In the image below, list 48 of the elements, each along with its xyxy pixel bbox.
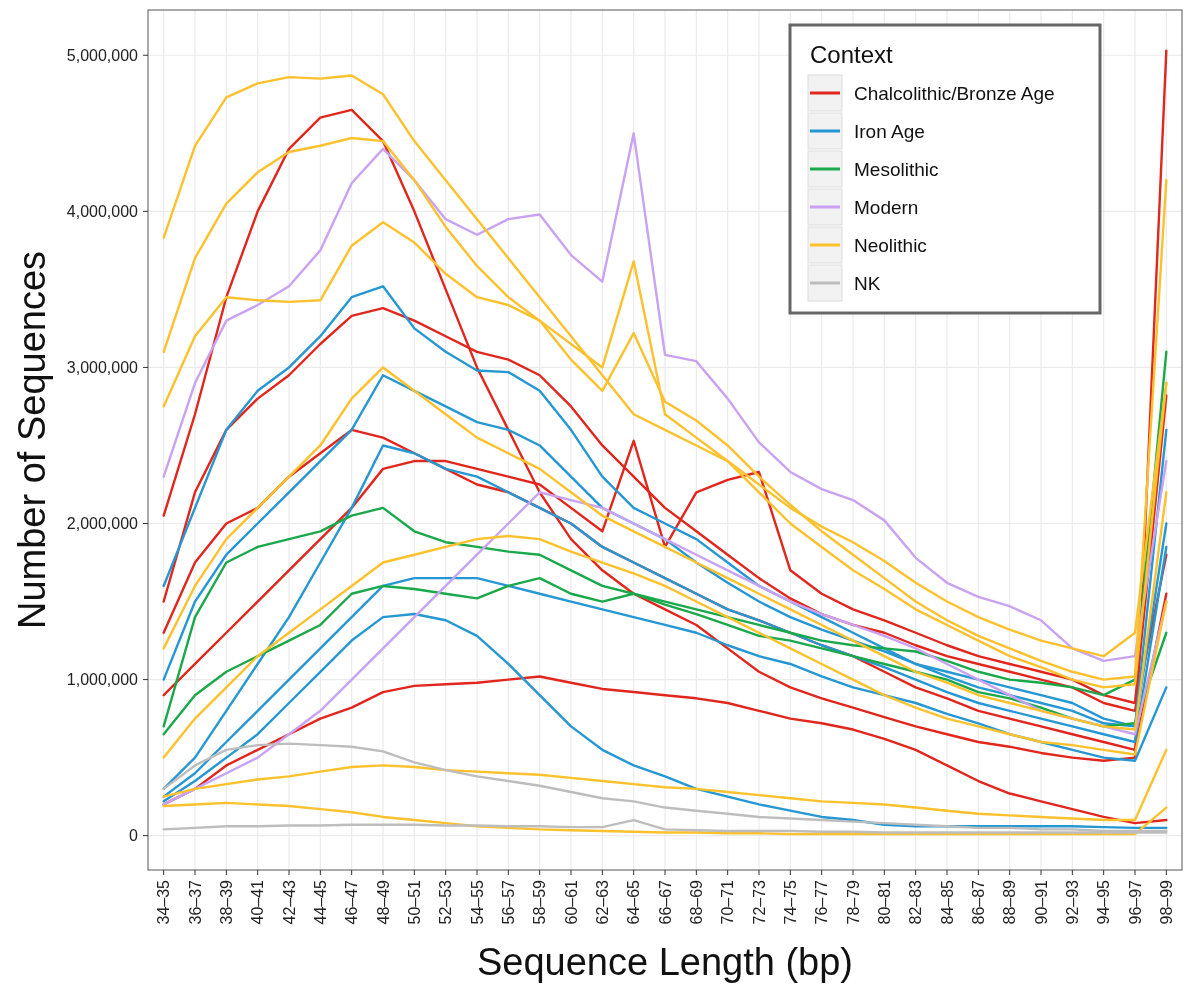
x-tick-label: 46–47 (343, 879, 361, 925)
y-tick-label: 3,000,000 (66, 359, 139, 377)
legend-label: Chalcolithic/Bronze Age (854, 82, 1055, 104)
y-tick-label: 1,000,000 (66, 671, 139, 689)
x-tick-label: 50–51 (405, 879, 423, 925)
x-tick-label: 86–87 (969, 879, 987, 925)
legend-label: Mesolithic (854, 158, 939, 180)
x-tick-label: 44–45 (311, 879, 329, 925)
y-axis-title: Number of Sequences (11, 250, 53, 630)
x-tick-label: 84–85 (938, 879, 956, 925)
x-tick-label: 74–75 (781, 879, 799, 925)
x-tick-label: 80–81 (875, 879, 893, 925)
x-tick-label: 34–35 (155, 879, 173, 925)
x-tick-label: 76–77 (813, 879, 831, 925)
x-tick-label: 68–69 (687, 879, 705, 925)
x-tick-label: 72–73 (750, 879, 768, 925)
x-tick-label: 40–41 (249, 879, 267, 925)
x-tick-label: 38–39 (217, 879, 235, 925)
legend-label: Neolithic (854, 234, 927, 256)
legend-label: Iron Age (854, 120, 925, 142)
y-tick-label: 4,000,000 (66, 202, 139, 220)
y-tick-label: 5,000,000 (66, 46, 139, 64)
legend-title: Context (810, 41, 894, 68)
x-tick-label: 70–71 (719, 879, 737, 925)
x-tick-label: 82–83 (907, 879, 925, 925)
x-tick-label: 52–53 (437, 879, 455, 925)
y-tick-label: 0 (129, 827, 139, 845)
x-tick-label: 92–93 (1063, 879, 1081, 925)
x-tick-label: 36–37 (186, 879, 204, 925)
x-tick-label: 54–55 (468, 879, 486, 925)
x-tick-label: 62–63 (593, 879, 611, 925)
x-tick-label: 56–57 (499, 879, 517, 925)
x-tick-label: 88–89 (1001, 879, 1019, 925)
x-tick-label: 98–99 (1157, 879, 1175, 925)
x-tick-label: 96–97 (1126, 879, 1144, 925)
x-tick-label: 42–43 (280, 879, 298, 925)
x-tick-label: 90–91 (1032, 879, 1050, 925)
x-tick-label: 64–65 (625, 879, 643, 925)
x-tick-label: 48–49 (374, 879, 392, 925)
legend-label: Modern (854, 196, 919, 218)
x-tick-label: 94–95 (1095, 879, 1113, 925)
x-tick-label: 78–79 (844, 879, 862, 925)
x-tick-label: 58–59 (531, 879, 549, 925)
x-axis-title: Sequence Length (bp) (476, 941, 854, 983)
x-tick-label: 66–67 (656, 879, 674, 925)
legend-label: NK (854, 272, 881, 294)
x-tick-label: 60–61 (562, 879, 580, 925)
y-tick-label: 2,000,000 (66, 515, 139, 533)
